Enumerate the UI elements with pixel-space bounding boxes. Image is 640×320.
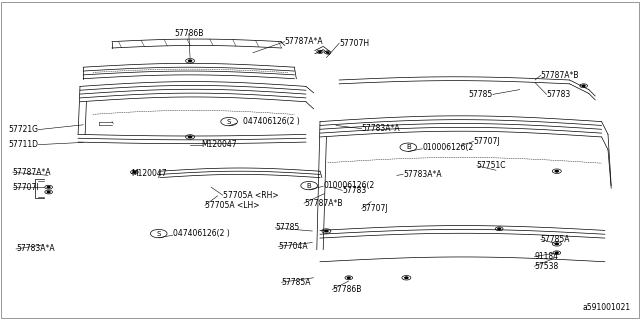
Text: 57538: 57538 (534, 262, 559, 271)
Text: 047406126(2 ): 047406126(2 ) (243, 117, 300, 126)
Text: 57783A*A: 57783A*A (403, 170, 442, 179)
Text: 57785: 57785 (468, 90, 493, 99)
Text: 57783: 57783 (342, 186, 367, 195)
Text: 57787A*A: 57787A*A (285, 37, 323, 46)
Circle shape (348, 277, 350, 278)
Text: 57787A*B: 57787A*B (541, 71, 579, 80)
Text: 57707J: 57707J (362, 204, 388, 213)
Circle shape (556, 243, 558, 244)
Text: 57707H: 57707H (339, 39, 369, 48)
Text: S: S (227, 119, 231, 124)
Circle shape (189, 136, 191, 138)
Circle shape (498, 228, 500, 229)
Text: 57786B: 57786B (174, 29, 204, 38)
Text: M120047: M120047 (131, 169, 167, 178)
Text: 57785: 57785 (275, 223, 300, 232)
Text: 57783A*A: 57783A*A (362, 124, 400, 133)
Circle shape (405, 277, 408, 278)
Text: 57751C: 57751C (477, 161, 506, 170)
Text: B: B (307, 183, 312, 188)
Text: 57705A <LH>: 57705A <LH> (205, 201, 259, 210)
Text: 57711D: 57711D (8, 140, 38, 149)
Text: a591001021: a591001021 (582, 303, 630, 312)
Text: S: S (157, 231, 161, 236)
Text: 91184: 91184 (534, 252, 558, 261)
Text: 57787A*B: 57787A*B (304, 199, 342, 208)
Circle shape (133, 172, 136, 173)
Text: 010006126(2: 010006126(2 (422, 143, 474, 152)
Circle shape (326, 52, 329, 53)
Circle shape (47, 187, 50, 188)
Text: 57783A*A: 57783A*A (16, 244, 54, 253)
Text: 57785A: 57785A (541, 235, 570, 244)
Text: 57787A*A: 57787A*A (13, 168, 51, 177)
Text: 57721G: 57721G (8, 125, 38, 134)
Text: 57785A: 57785A (282, 278, 311, 287)
Text: 57783: 57783 (547, 90, 571, 99)
Circle shape (47, 191, 50, 193)
Circle shape (189, 60, 191, 61)
Text: 57707I: 57707I (13, 183, 40, 192)
Text: 57707J: 57707J (474, 137, 500, 146)
Text: M120047: M120047 (202, 140, 237, 149)
Circle shape (582, 85, 585, 86)
Text: 047406126(2 ): 047406126(2 ) (173, 229, 230, 238)
Text: 57705A <RH>: 57705A <RH> (223, 191, 278, 200)
Circle shape (319, 51, 321, 52)
Circle shape (556, 171, 558, 172)
Text: B: B (406, 144, 411, 150)
Text: 57786B: 57786B (332, 285, 362, 294)
Text: 010006126(2: 010006126(2 (323, 181, 374, 190)
Circle shape (556, 252, 558, 253)
Circle shape (325, 230, 328, 232)
Text: 57704A: 57704A (278, 242, 308, 251)
